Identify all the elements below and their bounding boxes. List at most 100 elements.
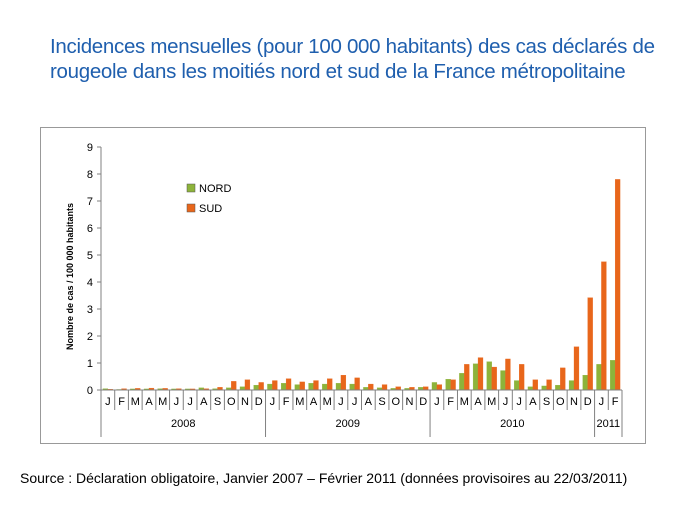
x-tick-label: J: [516, 396, 522, 408]
bar-nord: [582, 374, 588, 391]
x-tick-label: J: [352, 396, 358, 408]
bar-sud: [285, 378, 292, 391]
x-tick-label: A: [474, 396, 482, 408]
y-tick-label: 4: [87, 277, 93, 289]
x-tick-label: A: [310, 396, 318, 408]
bar-nord: [514, 380, 520, 391]
x-tick-label: M: [131, 396, 140, 408]
x-tick-label: N: [406, 396, 414, 408]
x-tick-label: O: [391, 396, 400, 408]
x-tick-label: J: [338, 396, 344, 408]
x-tick-label: D: [584, 396, 592, 408]
x-tick-label: A: [529, 396, 537, 408]
bar-sud: [340, 374, 347, 391]
bar-sud: [573, 346, 580, 391]
bar-nord: [308, 383, 314, 391]
x-year-label: 2009: [336, 418, 360, 430]
x-tick-label: F: [118, 396, 125, 408]
bar-nord: [335, 383, 342, 391]
bar-nord: [349, 383, 355, 391]
bar-sud: [491, 366, 497, 391]
legend-label-nord: NORD: [199, 183, 231, 195]
x-tick-label: A: [145, 396, 153, 408]
bar-sud: [368, 383, 374, 391]
x-tick-label: J: [187, 396, 193, 408]
bar-nord: [486, 361, 492, 391]
bar-sud: [601, 261, 607, 391]
bar-sud: [436, 384, 443, 391]
x-tick-label: D: [255, 396, 263, 408]
x-tick-label: S: [214, 396, 221, 408]
bar-sud: [381, 384, 388, 391]
bar-sud: [299, 381, 305, 391]
legend-swatch-sud: [186, 203, 196, 213]
bar-nord: [596, 364, 602, 391]
x-tick-label: J: [174, 396, 180, 408]
x-year-label: 2008: [171, 418, 195, 430]
y-tick-label: 8: [87, 169, 93, 181]
x-tick-label: J: [270, 396, 276, 408]
x-tick-label: F: [612, 396, 619, 408]
x-tick-label: N: [241, 396, 249, 408]
bar-sud: [327, 378, 333, 391]
y-tick-label: 9: [87, 142, 93, 154]
x-tick-label: N: [570, 396, 578, 408]
x-tick-label: M: [323, 396, 332, 408]
y-tick-label: 0: [87, 385, 93, 397]
y-tick-label: 7: [87, 196, 93, 208]
x-tick-label: J: [105, 396, 111, 408]
bar-sud: [505, 358, 511, 391]
x-tick-label: J: [503, 396, 509, 408]
title-line-1: Incidences mensuelles (pour 100 000 habi…: [50, 35, 655, 58]
x-tick-label: M: [158, 396, 167, 408]
bar-sud: [560, 367, 566, 391]
bar-nord: [610, 360, 616, 391]
title-line-2: rougeole dans les moitiés nord et sud de…: [50, 60, 626, 83]
bar-nord: [322, 383, 328, 391]
bar-sud: [519, 364, 525, 391]
bar-nord: [267, 383, 273, 391]
x-tick-label: M: [487, 396, 496, 408]
bar-nord: [555, 384, 561, 391]
x-tick-label: A: [200, 396, 208, 408]
bar-sud: [313, 380, 319, 391]
x-tick-label: J: [434, 396, 440, 408]
bar-sud: [244, 379, 251, 391]
bar-nord: [294, 384, 300, 391]
x-year-label: 2010: [500, 418, 524, 430]
x-tick-label: J: [599, 396, 605, 408]
chart: 0 1 2 3 4 5 6 7 8 9 Nombre de cas / 100 000 habita…: [65, 142, 623, 437]
bar-sud: [614, 179, 621, 391]
chart-frame: 0 1 2 3 4 5 6 7 8 9 Nombre de cas / 100 000 habita…: [40, 127, 646, 444]
x-tick-label: O: [227, 396, 236, 408]
y-tick-label: 5: [87, 250, 93, 262]
bar-sud: [231, 381, 237, 391]
x-year-label: 2011: [596, 418, 620, 430]
bar-nord: [472, 363, 479, 391]
bar-nord: [541, 385, 547, 391]
legend-label-sud: SUD: [199, 203, 222, 215]
bar-sud: [477, 357, 484, 391]
bar-nord: [500, 370, 506, 391]
bar-sud: [450, 379, 456, 391]
bar-sud: [532, 379, 538, 391]
y-tick-label: 2: [87, 331, 93, 343]
x-tick-label: A: [365, 396, 373, 408]
bar-sud: [546, 379, 552, 391]
slide-title: Incidences mensuelles (pour 100 000 habi…: [50, 34, 670, 84]
x-tick-label: F: [283, 396, 290, 408]
bar-nord: [281, 383, 287, 391]
y-axis-title: Nombre de cas / 100 000 habitants: [65, 203, 75, 350]
x-tick-label: S: [543, 396, 550, 408]
bar-nord: [445, 379, 451, 391]
y-tick-label: 6: [87, 223, 93, 235]
x-tick-label: M: [295, 396, 304, 408]
x-tick-label: D: [419, 396, 427, 408]
bar-nord: [568, 380, 575, 391]
bar-nord: [253, 384, 259, 391]
x-tick-label: F: [447, 396, 454, 408]
bar-sud: [587, 297, 593, 391]
source-note: Source : Déclaration obligatoire, Janvie…: [20, 470, 628, 486]
bar-nord: [431, 382, 438, 391]
legend-swatch-nord: [186, 183, 196, 193]
